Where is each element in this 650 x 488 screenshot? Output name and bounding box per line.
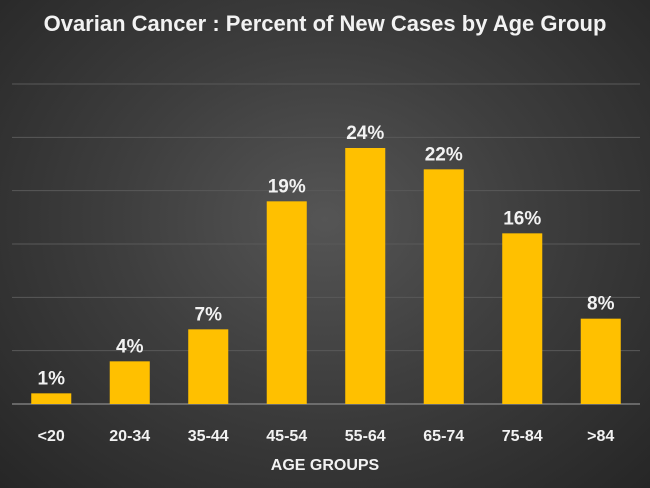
bar-20-34 (109, 361, 150, 404)
bar-<20 (31, 393, 72, 404)
bar-35-44 (188, 329, 229, 404)
data-label: 16% (503, 208, 541, 229)
bar->84 (580, 318, 621, 404)
bars (31, 148, 621, 404)
x-tick-labels: <20 20-34 35-44 45-54 55-64 65-74 75-84 >84 (38, 428, 615, 445)
x-tick-label: >84 (587, 428, 614, 445)
bar-75-84 (502, 233, 543, 404)
gridlines (12, 83, 640, 405)
x-tick-label: <20 (38, 428, 65, 445)
data-label: 8% (587, 294, 615, 315)
bar-45-54 (266, 201, 307, 404)
x-tick-label: 55-64 (345, 428, 386, 445)
x-tick-label: 35-44 (188, 428, 229, 445)
data-label: 19% (268, 176, 306, 197)
x-tick-label: 75-84 (502, 428, 543, 445)
data-label: 7% (195, 304, 223, 325)
bar-65-74 (423, 169, 464, 404)
x-axis-title: AGE GROUPS (271, 457, 380, 474)
x-tick-label: 45-54 (266, 428, 307, 445)
bar-55-64 (345, 148, 386, 404)
data-labels: 1% 4% 7% 19% 24% 22% 16% 8% (38, 123, 615, 389)
data-label: 4% (116, 336, 144, 357)
data-label: 1% (38, 368, 66, 389)
x-tick-label: 20-34 (109, 428, 150, 445)
chart-title: Ovarian Cancer : Percent of New Cases by… (43, 11, 607, 36)
data-label: 24% (346, 123, 384, 144)
data-label: 22% (425, 144, 463, 165)
x-tick-label: 65-74 (423, 428, 464, 445)
